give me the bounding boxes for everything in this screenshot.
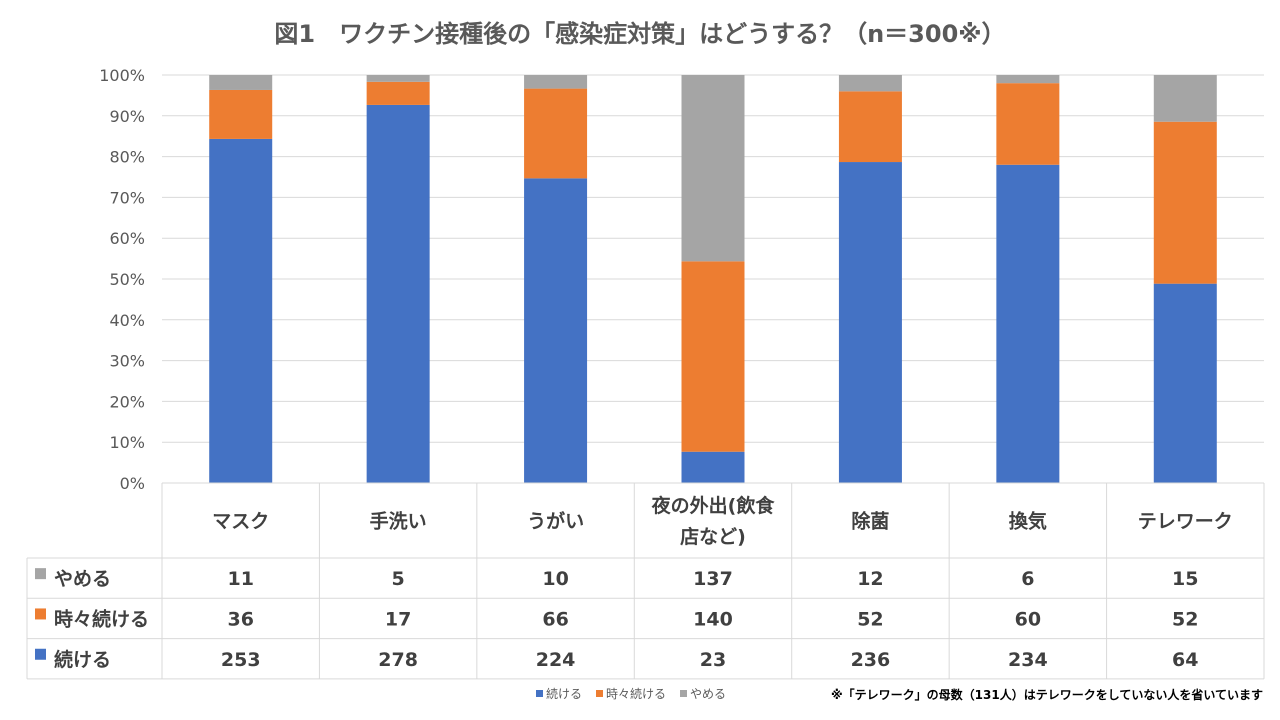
bar-segment [1153, 75, 1217, 122]
legend-key [680, 690, 687, 697]
legend-entry: 続ける [546, 687, 582, 701]
table-value: 11 [227, 568, 253, 590]
y-tick-label: 50% [109, 270, 145, 289]
bar-segment [366, 104, 430, 484]
category-label: マスク [212, 511, 269, 533]
bar-segment [524, 88, 588, 179]
row-legend-key [35, 608, 46, 620]
table-value: 234 [1008, 649, 1048, 671]
legend-key [596, 690, 603, 697]
bar-segment [366, 75, 430, 82]
table-value: 6 [1021, 568, 1034, 590]
y-tick-label: 70% [109, 188, 145, 207]
table-value: 60 [1015, 608, 1041, 630]
y-tick-label: 60% [109, 229, 145, 248]
bar-segment [209, 75, 273, 90]
bar-segment [838, 162, 902, 484]
y-tick-label: 80% [109, 148, 145, 167]
table-value: 10 [542, 568, 568, 590]
bar-segment [996, 75, 1060, 84]
y-axis-ticks: 0% 10% 20% 30% 40% 50% 60% 70% 80% 90% 100% [99, 66, 145, 493]
legend-entry: やめる [690, 687, 726, 701]
row-series-label: 続ける [54, 648, 111, 671]
table-value: 52 [1172, 608, 1198, 630]
bars [209, 75, 1217, 484]
y-tick-label: 20% [109, 392, 145, 411]
table-value: 17 [385, 608, 411, 630]
table-value: 224 [536, 649, 576, 671]
bar-segment [1153, 283, 1217, 483]
category-label: 除菌 [851, 510, 889, 533]
bar-segment [681, 75, 745, 262]
category-label: テレワーク [1138, 511, 1233, 533]
table-value: 15 [1172, 568, 1198, 590]
y-tick-label: 0% [120, 474, 145, 493]
bar-segment [524, 75, 588, 89]
table-value: 236 [851, 649, 891, 671]
category-label: うがい [527, 510, 584, 533]
bar-segment [524, 178, 588, 484]
bar-segment [681, 451, 745, 483]
category-label: 夜の外出(飲食 [651, 494, 776, 517]
bar-segment [996, 164, 1060, 483]
category-label: 換気 [1009, 510, 1047, 533]
table-value: 278 [378, 649, 418, 671]
legend: 続ける 時々続ける やめる ※「テレワーク」の母数（131人）はテレワークをしていない… [536, 687, 1263, 702]
table-value: 66 [542, 608, 568, 630]
footnote: ※「テレワーク」の母数（131人）はテレワークをしていない人を省いています [831, 687, 1263, 702]
category-label: 店など) [680, 525, 746, 548]
legend-entry: 時々続ける [606, 687, 666, 701]
y-tick-label: 90% [109, 107, 145, 126]
legend-key [536, 690, 543, 697]
row-series-label: 時々続ける [54, 607, 149, 630]
table-value: 5 [392, 568, 405, 590]
bar-segment [366, 81, 430, 105]
bar-segment [838, 75, 902, 92]
chart-title: 図1 ワクチン接種後の「感染症対策」はどうする？（n＝300※） [274, 20, 1006, 48]
y-tick-label: 10% [109, 433, 145, 452]
row-series-label: やめる [54, 568, 111, 590]
bar-segment [838, 91, 902, 163]
bar-segment [996, 83, 1060, 165]
bar-segment [209, 138, 273, 484]
table-value: 23 [700, 649, 726, 671]
bar-segment [681, 261, 745, 452]
category-label: 手洗い [370, 510, 427, 533]
table-value: 253 [221, 649, 261, 671]
y-tick-label: 100% [99, 66, 145, 85]
y-tick-label: 40% [109, 311, 145, 330]
table-value: 12 [857, 568, 883, 590]
table-value: 137 [693, 568, 733, 590]
bar-segment [209, 89, 273, 139]
table-value: 52 [857, 608, 883, 630]
row-legend-key [35, 568, 46, 580]
table-value: 36 [227, 608, 253, 630]
table-value: 64 [1172, 649, 1198, 671]
table-value: 140 [693, 608, 733, 630]
row-legend-key [35, 648, 46, 660]
bar-segment [1153, 121, 1217, 284]
y-tick-label: 30% [109, 352, 145, 371]
